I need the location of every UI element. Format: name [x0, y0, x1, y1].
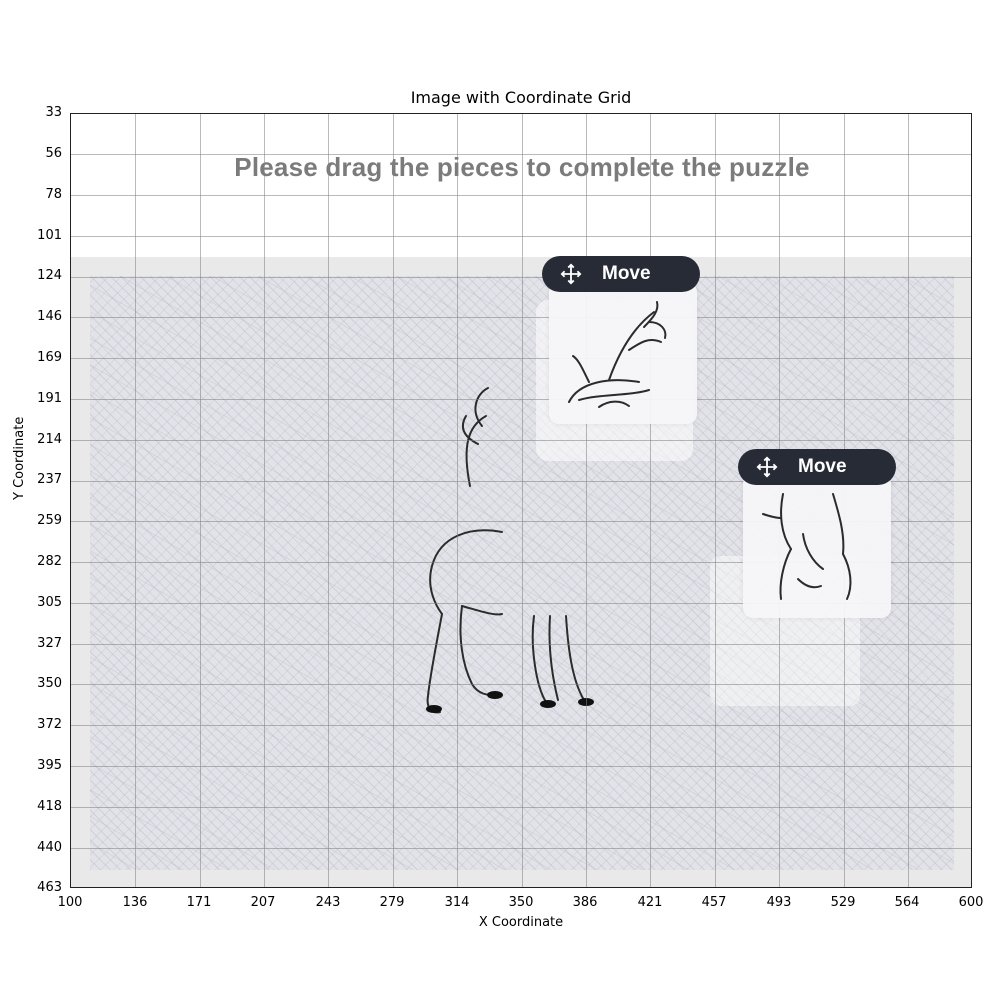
y-tick-label: 56 — [45, 146, 62, 161]
y-tick-label: 214 — [37, 432, 62, 447]
y-tick-label: 463 — [37, 880, 62, 895]
grid-line — [71, 440, 971, 441]
y-tick-label: 372 — [37, 717, 62, 732]
y-tick-label: 33 — [45, 105, 62, 120]
x-tick-label: 600 — [958, 895, 984, 910]
y-tick-label: 146 — [37, 309, 62, 324]
deer-antlers-image — [568, 301, 667, 408]
x-tick-label: 386 — [572, 895, 598, 910]
y-tick-label: 191 — [37, 391, 62, 406]
grid-line — [650, 114, 651, 887]
deer-chest-image — [762, 493, 852, 600]
y-tick-label: 327 — [37, 636, 62, 651]
move-label: Move — [798, 456, 847, 477]
grid-line — [71, 603, 971, 604]
puzzle-piece-antlers[interactable] — [549, 282, 697, 424]
y-tick-label: 305 — [37, 595, 62, 610]
puzzle-piece-chest[interactable] — [743, 474, 891, 618]
grid-line — [71, 848, 971, 849]
grid-line — [71, 562, 971, 563]
grid-line — [71, 277, 971, 278]
move-cross-icon — [756, 456, 778, 478]
grid-line — [200, 114, 201, 887]
grid-line — [908, 114, 909, 887]
y-tick-label: 395 — [37, 758, 62, 773]
grid-line — [71, 807, 971, 808]
x-tick-label: 171 — [186, 895, 212, 910]
grid-line — [71, 521, 971, 522]
figure-title: Image with Coordinate Grid — [410, 88, 632, 107]
deer-body-image — [426, 387, 594, 714]
y-tick-label: 259 — [37, 513, 62, 528]
y-tick-label: 440 — [37, 840, 62, 855]
x-tick-label: 314 — [444, 895, 470, 910]
x-tick-label: 421 — [637, 895, 663, 910]
x-tick-label: 457 — [701, 895, 727, 910]
grid-line — [71, 684, 971, 685]
grid-line — [71, 317, 971, 318]
screenshot-frame: Please drag the pieces to complete the p… — [70, 113, 972, 888]
x-tick-label: 207 — [250, 895, 276, 910]
x-tick-label: 136 — [122, 895, 148, 910]
grid-line — [71, 154, 971, 155]
puzzle-instruction: Please drag the pieces to complete the p… — [234, 152, 810, 182]
grid-line — [71, 481, 971, 482]
y-tick-label: 124 — [37, 268, 62, 283]
piece-1-move-handle[interactable]: Move — [542, 256, 700, 292]
y-tick-label: 169 — [37, 350, 62, 365]
grid-line — [71, 644, 971, 645]
x-tick-label: 493 — [766, 895, 792, 910]
x-tick-label: 350 — [508, 895, 534, 910]
piece-2-move-handle[interactable]: Move — [738, 449, 896, 485]
grid-line — [522, 114, 523, 887]
y-tick-label: 282 — [37, 554, 62, 569]
y-tick-label: 101 — [37, 228, 62, 243]
y-axis-label: Y Coordinate — [12, 416, 27, 500]
grid-line — [715, 114, 716, 887]
y-tick-label: 78 — [45, 187, 62, 202]
grid-line — [71, 195, 971, 196]
x-tick-label: 279 — [379, 895, 405, 910]
move-cross-icon — [560, 263, 582, 285]
y-tick-label: 350 — [37, 676, 62, 691]
grid-line — [71, 399, 971, 400]
grid-line — [71, 766, 971, 767]
grid-line — [586, 114, 587, 887]
grid-line — [71, 725, 971, 726]
grid-line — [135, 114, 136, 887]
grid-line — [457, 114, 458, 887]
grid-line — [393, 114, 394, 887]
move-label: Move — [602, 263, 651, 284]
grid-line — [264, 114, 265, 887]
x-tick-label: 100 — [57, 895, 83, 910]
x-tick-label: 529 — [830, 895, 856, 910]
grid-line — [71, 236, 971, 237]
x-tick-label: 564 — [894, 895, 920, 910]
grid-line — [328, 114, 329, 887]
grid-line — [71, 358, 971, 359]
x-axis-label: X Coordinate — [478, 915, 564, 930]
y-tick-label: 237 — [37, 472, 62, 487]
x-tick-label: 243 — [315, 895, 341, 910]
y-tick-label: 418 — [37, 799, 62, 814]
